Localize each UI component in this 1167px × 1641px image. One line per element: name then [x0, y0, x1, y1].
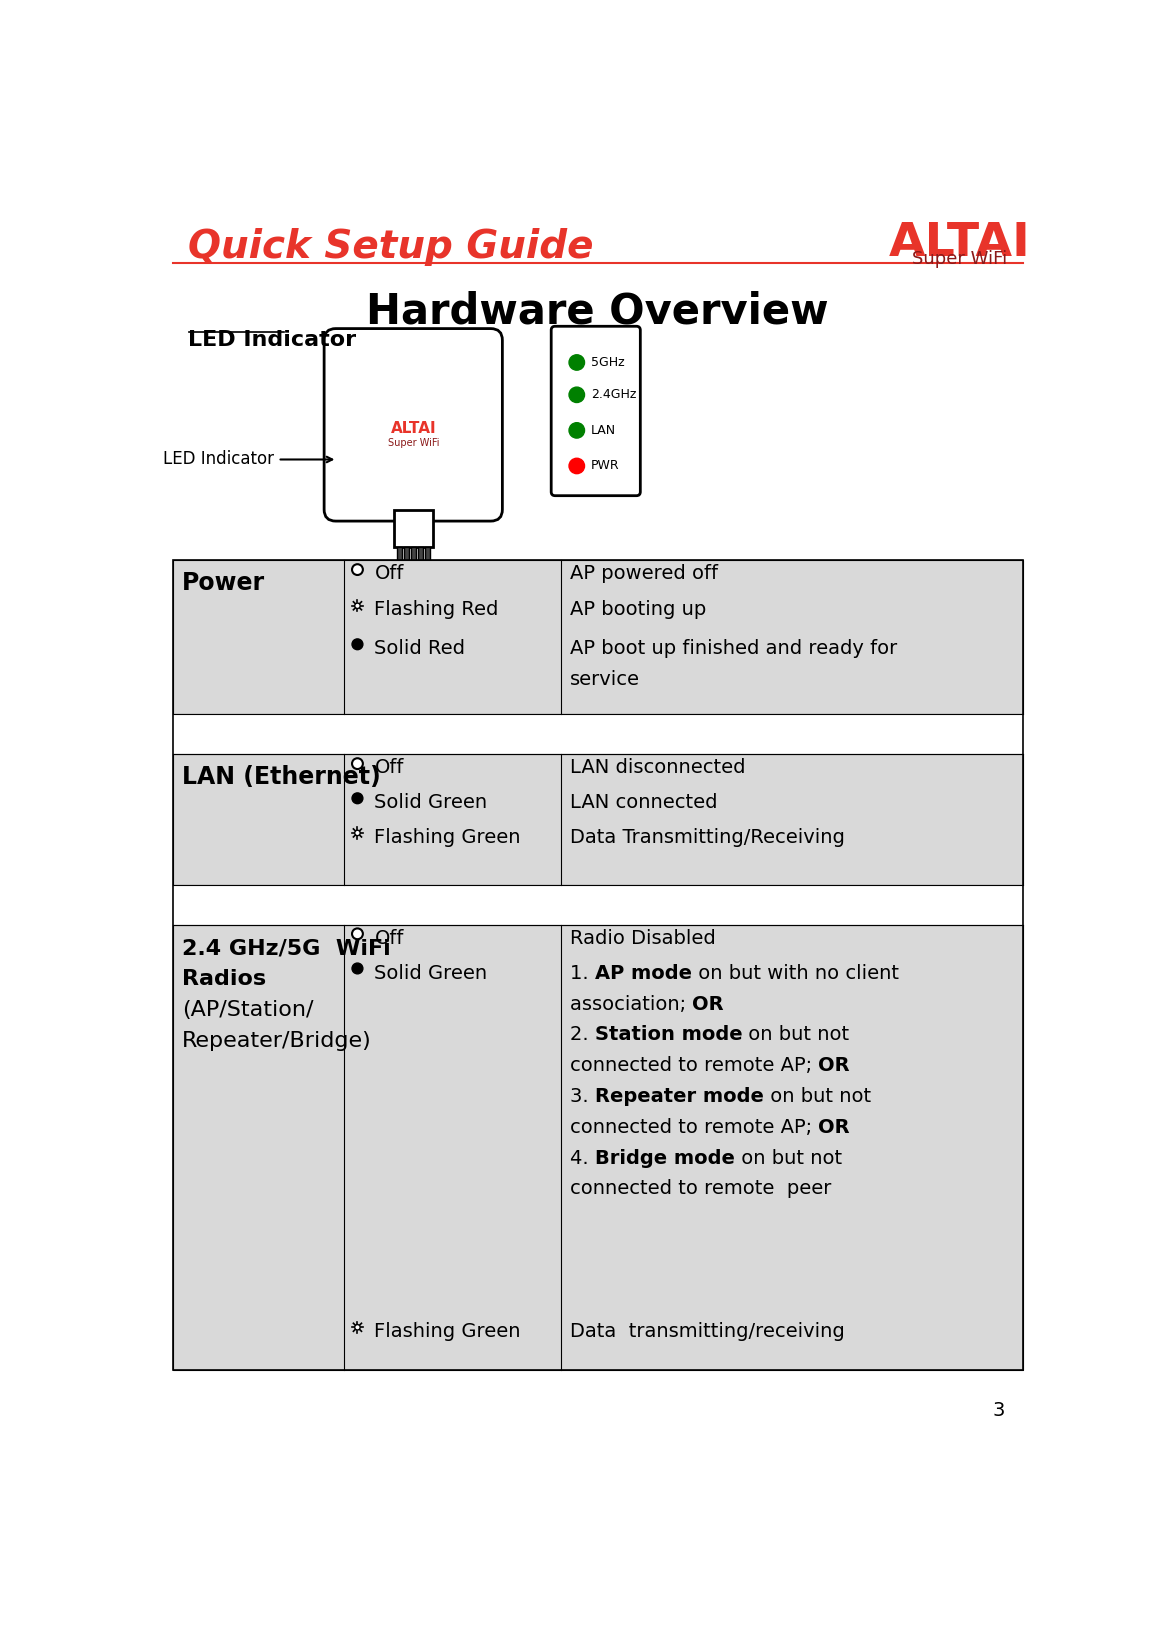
Bar [394, 510, 433, 546]
Text: Flashing Green: Flashing Green [375, 1323, 520, 1341]
Text: Off: Off [375, 565, 404, 583]
Text: Flashing Red: Flashing Red [375, 601, 498, 619]
FancyBboxPatch shape [324, 328, 502, 522]
Bar [425, 546, 431, 563]
Circle shape [352, 758, 363, 770]
Text: on but not: on but not [734, 1149, 841, 1168]
Text: Off: Off [375, 929, 404, 948]
Text: 2.: 2. [569, 1026, 595, 1044]
Text: association;: association; [569, 994, 692, 1014]
Text: Solid Red: Solid Red [375, 638, 466, 658]
Text: on but not: on but not [742, 1026, 850, 1044]
Text: Bridge mode: Bridge mode [595, 1149, 734, 1168]
Text: Hardware Overview: Hardware Overview [366, 290, 829, 331]
Text: connected to remote AP;: connected to remote AP; [569, 1118, 818, 1137]
Bar [404, 546, 410, 563]
FancyBboxPatch shape [551, 327, 641, 496]
Text: Super WiFi: Super WiFi [387, 438, 439, 448]
Circle shape [569, 354, 585, 371]
Text: Power: Power [182, 571, 265, 596]
Text: Data  transmitting/receiving: Data transmitting/receiving [569, 1323, 845, 1341]
Text: AP booting up: AP booting up [569, 601, 706, 619]
Text: Data Transmitting/Receiving: Data Transmitting/Receiving [569, 827, 845, 847]
Circle shape [355, 830, 361, 835]
Circle shape [352, 929, 363, 939]
Circle shape [569, 387, 585, 402]
Text: OR: OR [818, 1118, 850, 1137]
Text: Repeater/Bridge): Repeater/Bridge) [182, 1031, 372, 1050]
Text: LED Indicator: LED Indicator [189, 330, 357, 350]
Text: Radio Disabled: Radio Disabled [569, 929, 715, 948]
Text: PWR: PWR [591, 459, 620, 473]
Circle shape [352, 565, 363, 574]
Text: AP mode: AP mode [595, 963, 692, 983]
Text: Off: Off [375, 758, 404, 778]
Bar [418, 546, 424, 563]
Text: Solid Green: Solid Green [375, 963, 488, 983]
Text: LED Indicator: LED Indicator [162, 451, 274, 468]
Text: 2.4 GHz/5G  WiFi: 2.4 GHz/5G WiFi [182, 939, 391, 958]
Text: Repeater mode: Repeater mode [595, 1086, 763, 1106]
Text: connected to remote AP;: connected to remote AP; [569, 1057, 818, 1075]
Bar [397, 546, 403, 563]
Text: 4.: 4. [569, 1149, 595, 1168]
Text: ALTAI: ALTAI [391, 422, 436, 437]
Text: Quick Setup Guide: Quick Setup Guide [189, 228, 594, 266]
Text: AP boot up finished and ready for
service: AP boot up finished and ready for servic… [569, 638, 897, 689]
Circle shape [569, 423, 585, 438]
Text: AP powered off: AP powered off [569, 565, 718, 583]
Circle shape [355, 1324, 361, 1329]
Text: Station mode: Station mode [595, 1026, 742, 1044]
Text: 2.4GHz: 2.4GHz [591, 389, 636, 402]
Text: (AP/Station/: (AP/Station/ [182, 999, 314, 1021]
Text: 1.: 1. [569, 963, 595, 983]
Bar [173, 560, 1023, 714]
Text: Solid Green: Solid Green [375, 793, 488, 812]
Text: LAN connected: LAN connected [569, 793, 718, 812]
Text: 3: 3 [992, 1401, 1005, 1419]
Text: LAN disconnected: LAN disconnected [569, 758, 746, 778]
Text: Super WiFi: Super WiFi [911, 249, 1007, 267]
Bar [173, 714, 1023, 753]
Text: connected to remote  peer: connected to remote peer [569, 1180, 831, 1198]
Text: on but with no client: on but with no client [692, 963, 899, 983]
Circle shape [569, 458, 585, 474]
Text: 5GHz: 5GHz [591, 356, 624, 369]
Text: LAN (Ethernet): LAN (Ethernet) [182, 765, 382, 789]
Bar [411, 546, 417, 563]
Bar [173, 753, 1023, 884]
Bar [173, 924, 1023, 1370]
Circle shape [352, 963, 363, 973]
Circle shape [352, 793, 363, 804]
Circle shape [355, 604, 361, 609]
Text: Flashing Green: Flashing Green [375, 827, 520, 847]
Text: 3.: 3. [569, 1086, 595, 1106]
Text: on but not: on but not [763, 1086, 871, 1106]
Text: OR: OR [692, 994, 724, 1014]
Text: ALTAI: ALTAI [889, 222, 1030, 266]
Circle shape [352, 638, 363, 650]
Text: OR: OR [818, 1057, 850, 1075]
Bar [173, 884, 1023, 924]
Text: LAN: LAN [591, 423, 616, 437]
Bar [173, 560, 1023, 1370]
Text: Radios: Radios [182, 970, 266, 990]
